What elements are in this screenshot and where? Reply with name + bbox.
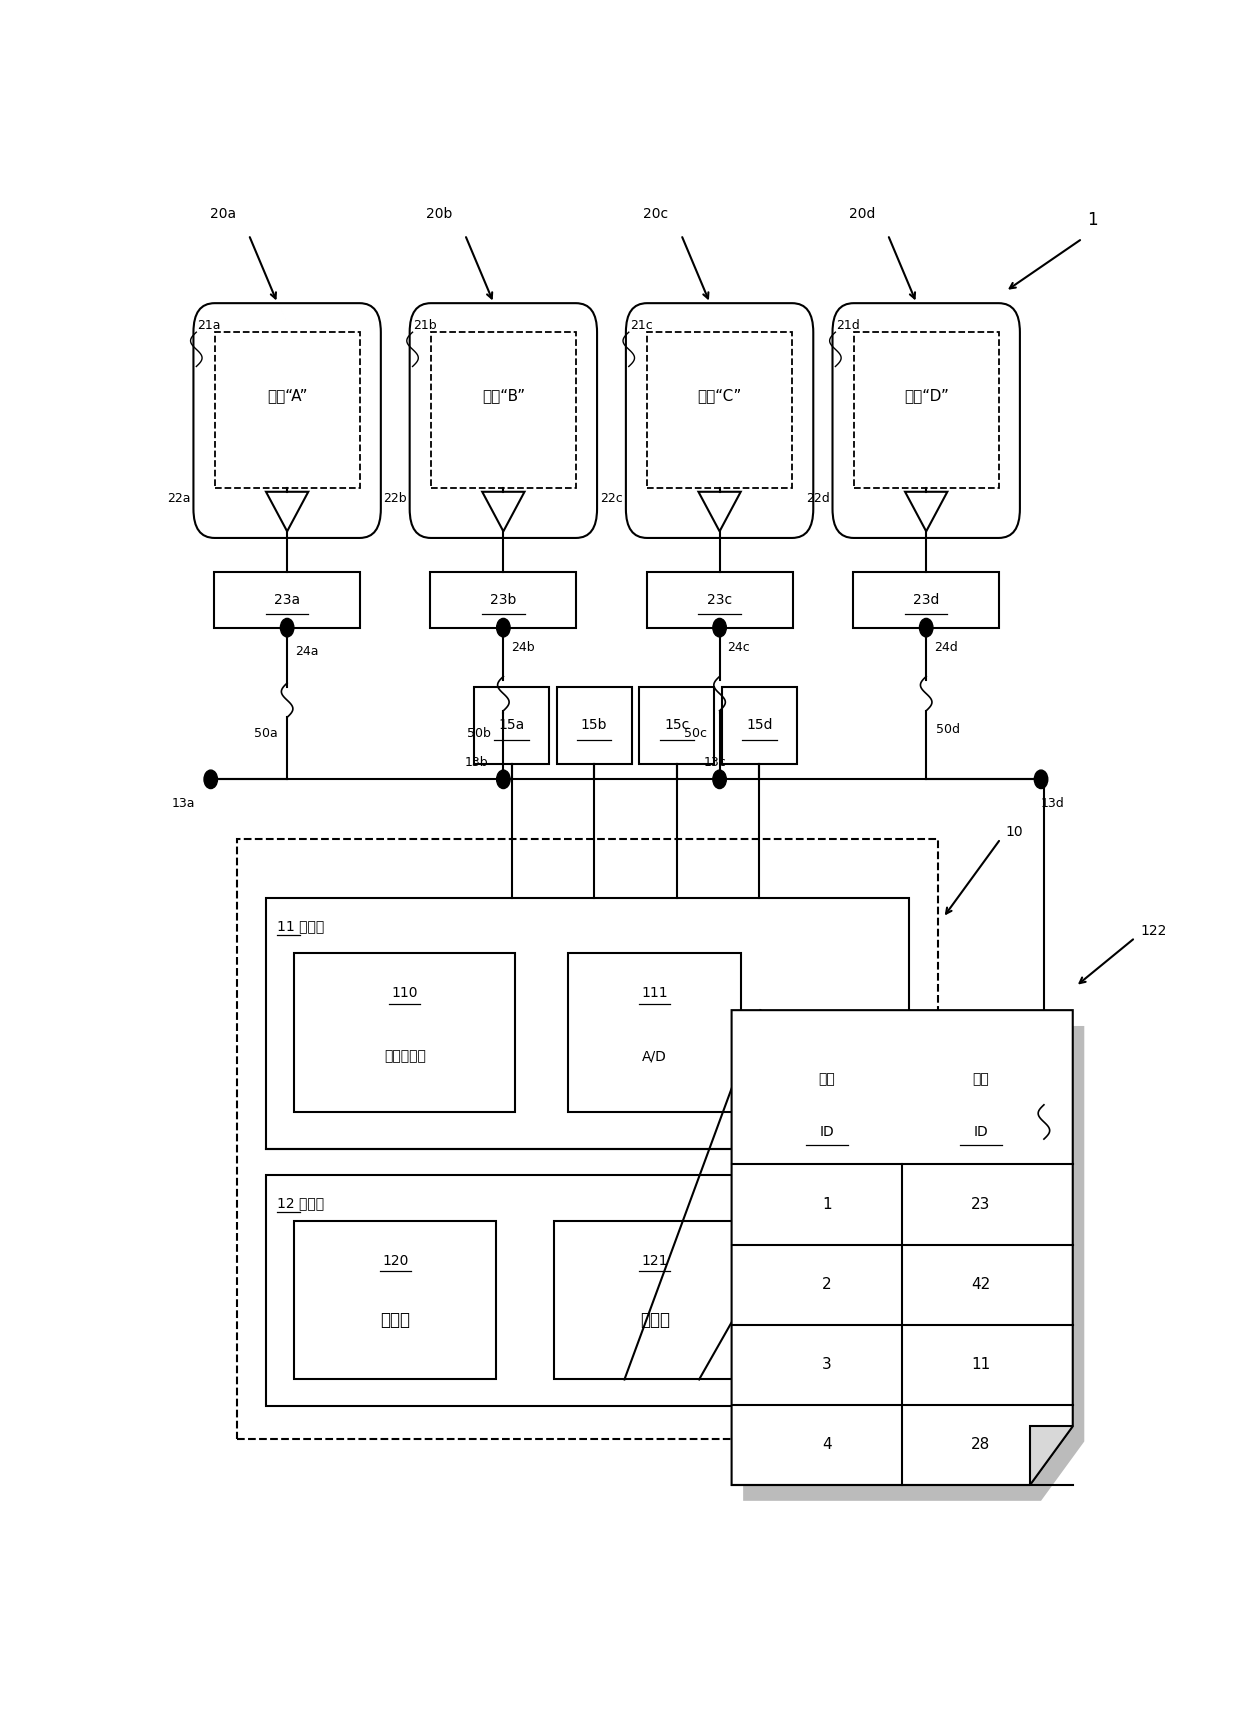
Text: 产品“D”: 产品“D”	[904, 389, 949, 403]
FancyBboxPatch shape	[409, 303, 596, 538]
Text: 产品: 产品	[972, 1072, 990, 1086]
FancyBboxPatch shape	[193, 303, 381, 538]
Text: 23c: 23c	[707, 593, 732, 606]
Bar	[430, 332, 575, 488]
FancyBboxPatch shape	[832, 303, 1019, 538]
Text: 23b: 23b	[490, 593, 517, 606]
Bar	[646, 572, 792, 627]
Text: ID: ID	[820, 1124, 835, 1139]
Polygon shape	[732, 1011, 1073, 1485]
Text: 13d: 13d	[1040, 797, 1064, 810]
Text: 20c: 20c	[642, 207, 668, 221]
Text: 23d: 23d	[913, 593, 940, 606]
Text: 28: 28	[971, 1437, 991, 1453]
Text: 21d: 21d	[836, 319, 861, 332]
Text: 11 接收器: 11 接收器	[277, 920, 325, 934]
Bar	[722, 687, 797, 764]
Text: 22a: 22a	[167, 492, 191, 505]
Text: 24d: 24d	[934, 641, 957, 654]
Bar	[215, 332, 360, 488]
Text: 3: 3	[822, 1357, 832, 1372]
Bar	[265, 1175, 909, 1406]
Text: 15d: 15d	[746, 718, 773, 731]
Text: 产品“C”: 产品“C”	[697, 389, 742, 403]
Text: 21c: 21c	[630, 319, 652, 332]
Text: 15a: 15a	[498, 718, 525, 731]
Bar	[294, 954, 516, 1112]
Text: 20a: 20a	[210, 207, 236, 221]
Bar	[265, 898, 909, 1149]
Circle shape	[497, 771, 510, 788]
Text: 23: 23	[971, 1197, 991, 1213]
Circle shape	[713, 618, 727, 637]
Text: 20b: 20b	[425, 207, 453, 221]
Text: 24b: 24b	[511, 641, 534, 654]
Text: 50b: 50b	[467, 726, 491, 740]
Text: 2: 2	[822, 1278, 832, 1292]
Text: 13b: 13b	[465, 755, 489, 769]
Text: 21b: 21b	[413, 319, 438, 332]
Text: 产品“B”: 产品“B”	[482, 389, 525, 403]
Text: ID: ID	[973, 1124, 988, 1139]
Bar	[557, 687, 631, 764]
Text: 42: 42	[971, 1278, 991, 1292]
Bar	[237, 839, 939, 1439]
Text: 1: 1	[822, 1197, 832, 1213]
Text: 120: 120	[382, 1254, 408, 1268]
Circle shape	[205, 771, 217, 788]
Text: 端口监控器: 端口监控器	[384, 1050, 425, 1064]
Text: 11: 11	[971, 1357, 991, 1372]
Bar	[294, 1221, 496, 1379]
Text: 20d: 20d	[848, 207, 875, 221]
Text: 24a: 24a	[295, 644, 319, 658]
Text: 4: 4	[822, 1437, 832, 1453]
Circle shape	[280, 618, 294, 637]
Text: 14: 14	[1055, 1161, 1073, 1175]
Text: 15b: 15b	[580, 718, 608, 731]
Bar	[568, 954, 742, 1112]
Bar	[554, 1221, 755, 1379]
Text: 13a: 13a	[172, 797, 196, 810]
Polygon shape	[743, 1026, 1084, 1501]
Text: 23a: 23a	[274, 593, 300, 606]
FancyBboxPatch shape	[626, 303, 813, 538]
Bar	[640, 687, 714, 764]
Text: 22b: 22b	[383, 492, 407, 505]
Text: 产品“A”: 产品“A”	[267, 389, 308, 403]
Text: 24c: 24c	[728, 641, 750, 654]
Circle shape	[713, 771, 727, 788]
Text: 天线: 天线	[818, 1072, 836, 1086]
Text: 15c: 15c	[665, 718, 689, 731]
Text: 21a: 21a	[197, 319, 221, 332]
Text: A/D: A/D	[642, 1050, 667, 1064]
Text: 处理器: 处理器	[381, 1310, 410, 1329]
Text: 12 控制器: 12 控制器	[277, 1196, 324, 1209]
Bar	[647, 332, 792, 488]
Bar	[474, 687, 549, 764]
Text: 22d: 22d	[806, 492, 830, 505]
Text: 111: 111	[641, 987, 668, 1000]
Bar	[215, 572, 361, 627]
Text: 50d: 50d	[936, 723, 960, 737]
Text: 10: 10	[1006, 826, 1023, 839]
Text: 13c: 13c	[703, 755, 727, 769]
Text: 50c: 50c	[684, 726, 707, 740]
Circle shape	[1034, 771, 1048, 788]
Bar	[853, 572, 999, 627]
Circle shape	[497, 618, 510, 637]
Bar	[430, 572, 577, 627]
Polygon shape	[1029, 1425, 1073, 1485]
Circle shape	[920, 618, 932, 637]
Text: 22c: 22c	[600, 492, 622, 505]
Bar	[853, 332, 998, 488]
Text: 121: 121	[641, 1254, 668, 1268]
Text: 存储器: 存储器	[640, 1310, 670, 1329]
Text: 122: 122	[1140, 923, 1167, 939]
Text: 1: 1	[1087, 211, 1097, 230]
Text: 50a: 50a	[254, 726, 278, 740]
Text: 110: 110	[392, 987, 418, 1000]
